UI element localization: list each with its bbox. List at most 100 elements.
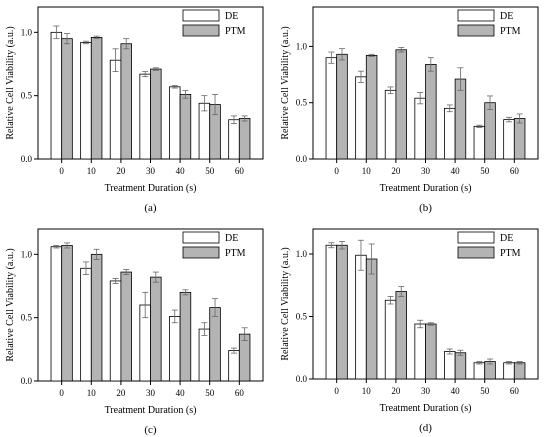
bar-ptm [120,43,132,160]
x-tick-label: 20 [116,388,126,398]
y-tick-label: 0.5 [296,98,308,108]
bar-de [325,244,338,380]
bar-ptm [395,291,407,380]
y-axis-title: Relative Cell Viability (a.u.) [280,247,291,360]
x-axis-title: Treatment Duration (s) [380,183,472,194]
bar-ptm [90,253,103,382]
bar-de [139,73,151,160]
bar-de [414,97,426,160]
panel-c: 0.0 0.5 1.0 0 10 20 30 40 50 60 DE PTM Treatment Dur… [5,228,264,436]
bar-ptm [454,352,467,380]
x-tick-label: 20 [116,166,126,176]
bar-ptm [425,323,437,380]
legend-label-de: DE [500,11,513,22]
bar-de [228,350,240,382]
x-tick-label: 60 [510,166,520,176]
legend-label-ptm: PTM [500,248,521,259]
legend-swatch-de [182,9,220,22]
y-axis-title: Relative Cell Viability (a.u.) [280,26,291,139]
legend-swatch-de [182,231,220,244]
y-tick-label: 1.0 [21,249,33,259]
x-tick-label: 10 [362,166,372,176]
y-axis-title: Relative Cell Viability (a.u.) [5,248,16,361]
bar-de [50,246,63,382]
bar-ptm [61,245,73,382]
x-tick-label: 30 [146,388,156,398]
legend-swatch-ptm [182,24,220,37]
y-tick-label: 1.0 [296,41,308,51]
bar-ptm [513,362,526,380]
y-tick-label: 1.0 [21,27,33,37]
bar-ptm [454,78,467,160]
x-tick-label: 60 [235,388,245,398]
legend-swatch-ptm [182,246,220,259]
bar-de [109,280,122,382]
bar-de [355,76,367,160]
x-tick-label: 40 [451,166,461,176]
y-tick-label: 0.0 [296,374,308,384]
x-tick-label: 40 [451,386,461,396]
x-tick-label: 0 [59,166,64,176]
bar-ptm [179,291,192,382]
panel-d: 0.0 0.5 1.0 0 10 20 30 40 50 60 DE PTM Treatment Dur… [280,228,539,434]
bar-ptm [365,258,378,380]
y-tick-label: 0.0 [296,154,308,164]
panel-a: 0.0 0.5 1.0 0 10 20 30 40 50 60 DE PTM Treatment Dur… [5,6,264,214]
x-tick-label: 0 [59,388,64,398]
y-axis-title: Relative Cell Viability (a.u.) [5,26,16,139]
bar-de [384,299,397,380]
bar-ptm [336,53,348,160]
bar-de [80,42,92,160]
panel-label: (b) [419,202,432,214]
x-tick-label: 20 [391,166,401,176]
panel-b: 0.0 0.5 1.0 0 10 20 30 40 50 60 DE PTM Treatment Dur… [280,6,539,214]
bar-de [50,31,63,160]
bar-de [355,254,367,380]
bar-ptm [513,118,526,160]
panel-label: (a) [144,202,157,214]
x-tick-label: 10 [87,388,97,398]
x-tick-label: 60 [510,386,520,396]
bar-de [444,351,456,380]
bar-ptm [484,102,496,160]
bar-de [80,267,92,382]
x-tick-label: 60 [235,166,245,176]
bar-ptm [365,55,378,160]
x-axis-title: Treatment Duration (s) [105,405,197,416]
x-tick-label: 20 [391,386,401,396]
panel-label: (d) [419,422,432,434]
bar-ptm [90,37,103,160]
x-axis-title: Treatment Duration (s) [380,403,472,414]
y-tick-label: 0.0 [21,376,33,386]
bar-de [109,59,122,160]
legend-label-ptm: PTM [225,248,246,259]
x-tick-label: 50 [205,388,215,398]
legend-label-de: DE [500,233,513,244]
bar-de [169,86,181,160]
legend-swatch-ptm [457,246,495,259]
x-tick-label: 50 [480,386,490,396]
y-tick-label: 0.5 [21,313,33,323]
x-axis-title: Treatment Duration (s) [105,183,197,194]
panel-label: (c) [144,424,157,436]
x-tick-label: 40 [176,166,186,176]
x-tick-label: 30 [421,386,431,396]
bar-de [169,315,181,382]
bar-ptm [209,307,221,382]
bar-ptm [150,276,162,382]
bar-ptm [179,94,192,160]
bar-ptm [238,333,251,382]
bar-ptm [238,118,251,160]
x-tick-label: 30 [421,166,431,176]
x-tick-label: 10 [362,386,372,396]
legend-label-de: DE [225,233,238,244]
x-tick-label: 30 [146,166,156,176]
legend-label-ptm: PTM [225,26,246,37]
y-tick-label: 0.5 [296,312,308,322]
bar-de [228,119,240,160]
bar-ptm [395,49,407,160]
x-tick-label: 0 [334,386,339,396]
x-tick-label: 0 [334,166,339,176]
legend-swatch-de [457,231,495,244]
